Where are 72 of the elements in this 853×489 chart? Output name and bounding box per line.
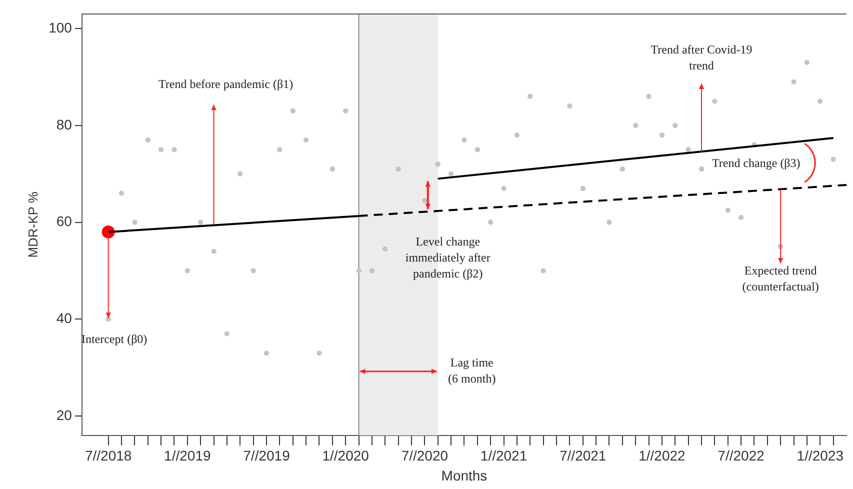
point [818,98,823,104]
point [158,147,164,152]
band-label: Lag time (6 month) [448,356,496,386]
point [738,214,744,220]
point [462,137,467,143]
point [448,171,454,176]
x-tick-label: 7//2021 [560,448,606,464]
point [672,122,678,128]
point [356,268,362,274]
point [132,220,138,225]
point [290,108,296,114]
point [514,132,520,138]
annotation: Trend change (β3) [712,156,800,170]
point [264,350,270,356]
point [184,268,190,274]
y-tick-label: 80 [56,116,72,132]
point [172,147,177,152]
point [198,220,204,225]
point [342,108,348,114]
point [474,147,480,152]
point [330,166,336,172]
point [238,171,243,176]
x-tick-label: 1//2022 [638,448,686,464]
x-tick-label: 1//2020 [322,448,370,464]
x-tick-label: 1//2019 [164,448,211,464]
point [606,220,612,225]
y-axis-title: MDR-KP % [25,191,40,258]
point [580,186,586,191]
annotation: Level change immediately after pandemic (β2) [405,234,490,280]
point [804,60,810,66]
annotation: Expected trend (counterfactual) [742,263,819,294]
point [145,137,150,143]
annotation: Trend after Covid-19 trend [650,42,752,73]
point [488,220,494,225]
point [501,186,506,191]
point [435,162,440,167]
point [567,103,572,109]
x-tick-label: 1//2021 [480,448,528,464]
x-tick-label: 7//2020 [401,448,448,464]
point [632,122,638,128]
y-tick-label: 60 [56,213,72,230]
y-tick-label: 40 [56,310,72,326]
point [725,208,730,213]
point [396,166,401,172]
point [277,147,282,152]
x-tick-label: 7//2018 [84,448,132,464]
point [303,137,309,143]
x-tick-label: 1//2023 [796,448,844,464]
annotation: Trend before pandemic (β1) [158,76,294,91]
point [250,268,256,274]
point [791,79,796,84]
point [540,268,546,274]
y-tick-label: 20 [56,406,72,423]
point [369,268,375,274]
point [382,246,388,252]
point [830,156,836,162]
x-axis-title: Months [441,467,488,484]
point [528,94,533,99]
point [686,147,691,152]
point [712,98,718,104]
y-tick-label: 100 [48,19,72,36]
point [422,198,428,204]
point [224,331,230,336]
point [118,190,124,196]
point [659,132,665,138]
point [316,350,322,356]
point [698,166,704,172]
point [646,94,652,99]
point [620,166,626,172]
x-tick-label: 7//2022 [718,448,765,464]
point [211,248,216,254]
x-tick-label: 7//2019 [243,448,290,464]
